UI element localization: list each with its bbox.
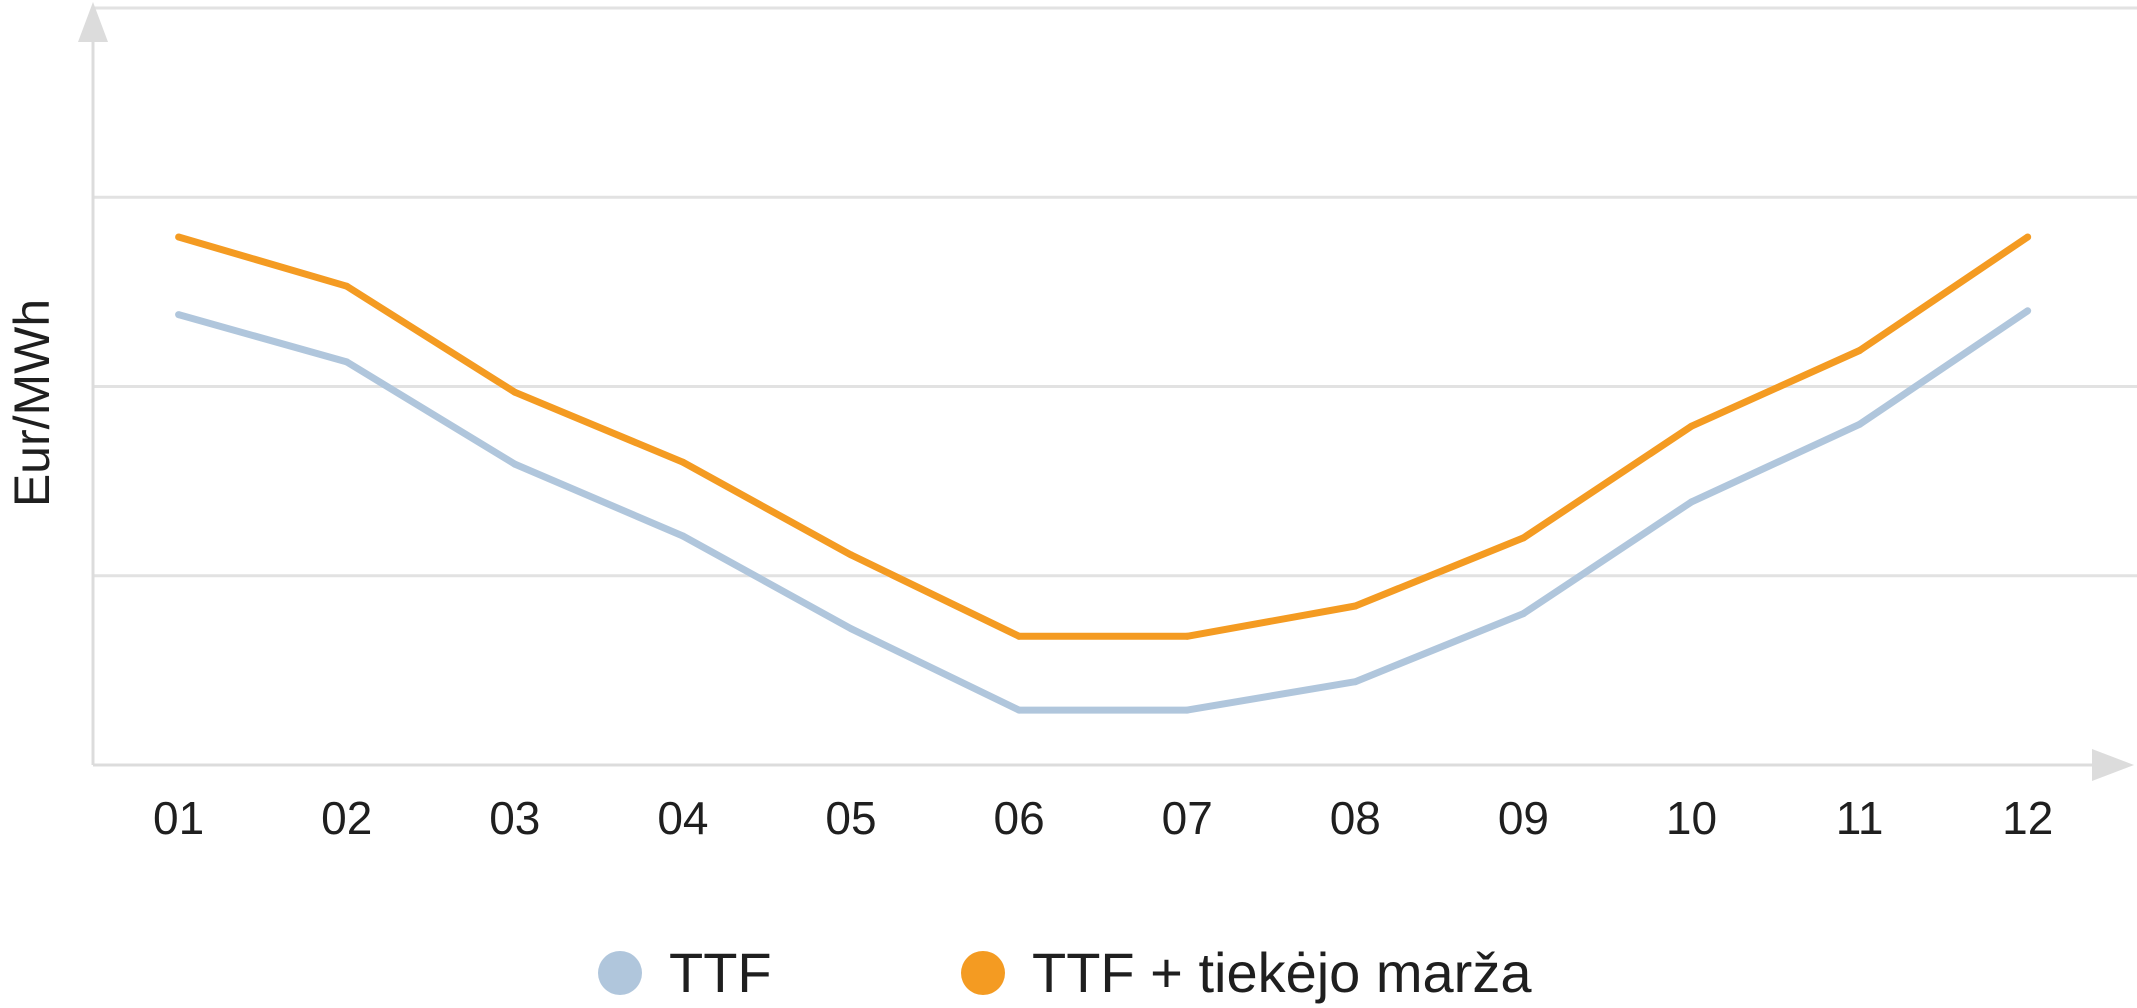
data-point [1015,706,1023,714]
data-point [679,458,687,466]
axes [78,2,2134,781]
data-point [1519,534,1527,542]
x-tick-label: 07 [1162,792,1213,844]
legend-label-ttf-margin: TTF + tiekėjo marža [1032,941,1532,1004]
y-axis-label: Eur/MWh [4,299,60,507]
data-point [2024,307,2032,315]
data-point [2024,233,2032,241]
x-tick-label: 04 [657,792,708,844]
x-tick-label: 01 [153,792,204,844]
data-point [175,311,183,319]
data-point [1015,632,1023,640]
data-point [1688,498,1695,506]
x-tick-label: 03 [489,792,540,844]
x-axis-arrow-icon [2092,749,2134,781]
series-ttf-margin [175,233,2032,640]
x-tick-label: 12 [2002,792,2053,844]
data-point [175,233,183,241]
legend-label-ttf: TTF [669,941,772,1004]
legend: TTF TTF + tiekėjo marža [598,941,1532,1004]
x-tick-label: 11 [1836,792,1884,844]
x-tick-label: 10 [1666,792,1717,844]
y-axis-arrow-icon [78,2,108,42]
legend-marker-ttf-margin [961,951,1005,995]
data-point [343,282,351,290]
gridlines [93,6,2137,578]
data-point [511,388,519,396]
data-point [1856,347,1864,354]
data-point [1519,610,1527,618]
data-point [847,551,855,559]
data-point [343,358,351,366]
legend-item-ttf: TTF [598,941,772,1004]
legend-item-ttf-margin: TTF + tiekėjo marža [961,941,1532,1004]
x-tick-label: 09 [1498,792,1549,844]
series-line [177,233,2030,640]
data-point [1688,422,1695,430]
x-tick-label: 05 [825,792,876,844]
x-tick-label: 08 [1330,792,1381,844]
series-lines [175,233,2032,714]
legend-marker-ttf [598,951,642,995]
series-ttf [175,307,2032,714]
series-line [177,307,2030,714]
data-point [1856,420,1864,428]
x-tick-label: 02 [321,792,372,844]
data-point [679,532,687,540]
data-point [1183,706,1191,714]
x-tick-label: 06 [994,792,1045,844]
data-point [1183,632,1191,640]
data-point [847,625,855,633]
x-tick-labels: 01 02 03 04 05 06 07 08 09 10 11 12 [153,792,2053,844]
data-point [1351,602,1359,610]
data-point [1351,678,1359,686]
data-point [511,460,519,468]
